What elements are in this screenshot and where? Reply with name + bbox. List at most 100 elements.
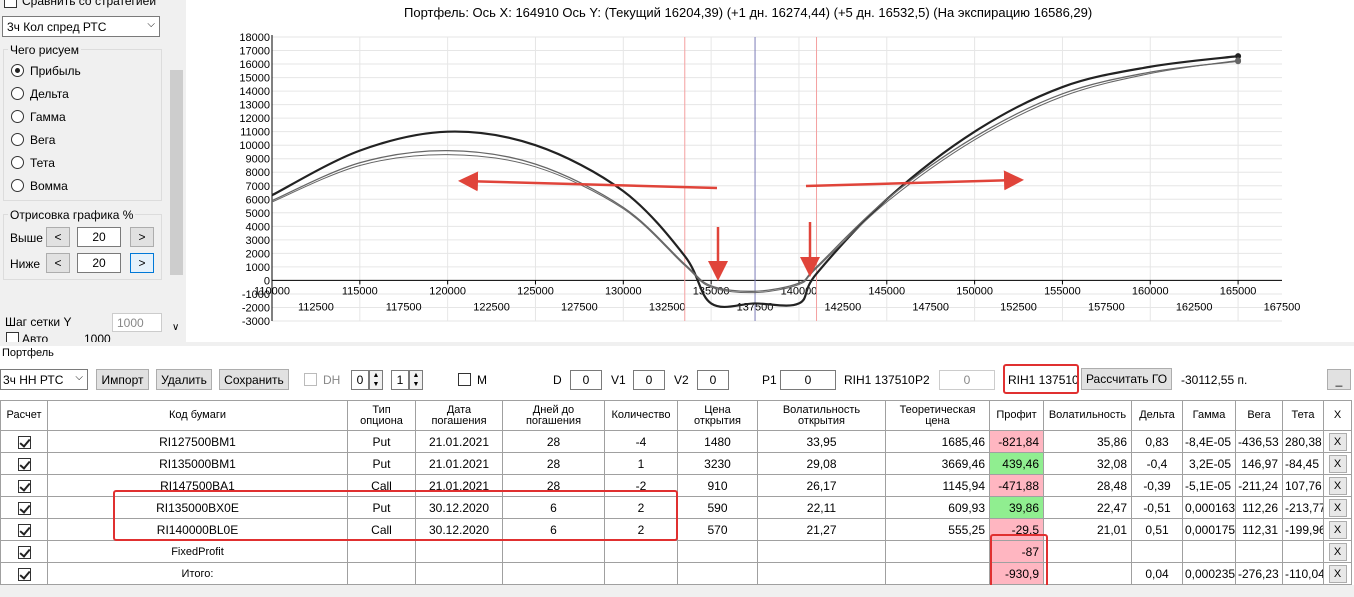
cell-theta[interactable]: -213,77 (1282, 496, 1324, 519)
cell-gamma[interactable] (1182, 540, 1236, 563)
cell-open-volatility[interactable]: 33,95 (757, 430, 886, 453)
cell-gamma[interactable]: 0,000175 (1182, 518, 1236, 541)
cell-days-to-expiry[interactable]: 28 (502, 452, 605, 475)
calc-checkbox[interactable] (17, 523, 31, 537)
v2-input[interactable]: 0 (697, 370, 729, 390)
cell-theoretical-price[interactable]: 609,93 (885, 496, 990, 519)
header-profit[interactable]: Профит (989, 400, 1044, 431)
cell-theta[interactable]: -84,45 (1282, 452, 1324, 475)
cell-days-to-expiry[interactable] (502, 562, 605, 585)
cell-profit[interactable]: -821,84 (989, 430, 1044, 453)
cell-days-to-expiry[interactable]: 28 (502, 430, 605, 453)
cell-vega[interactable]: 112,31 (1235, 518, 1283, 541)
cell-delta[interactable]: 0,51 (1131, 518, 1183, 541)
cell-volatility[interactable]: 21,01 (1043, 518, 1132, 541)
cell-gamma[interactable]: -5,1E-05 (1182, 474, 1236, 497)
cell-profit[interactable]: -471,88 (989, 474, 1044, 497)
cell-code[interactable]: RI135000BM1 (47, 452, 348, 475)
header-calc[interactable]: Расчет (0, 400, 48, 431)
fixed-profit-row[interactable]: FixedProfit -87 X (0, 540, 1352, 563)
header-gamma[interactable]: Гамма (1182, 400, 1236, 431)
cell-option-type[interactable]: Call (347, 518, 416, 541)
calc-cell[interactable] (0, 430, 48, 453)
cell-open-price[interactable]: 1480 (677, 430, 758, 453)
calc-checkbox[interactable] (17, 479, 31, 493)
cell-open-price[interactable]: 590 (677, 496, 758, 519)
cell-vega[interactable]: 146,97 (1235, 452, 1283, 475)
table-row[interactable]: RI135000BM1 Put 21.01.2021 28 1 3230 29,08 3669… (0, 452, 1352, 475)
calc-cell[interactable] (0, 540, 48, 563)
cell-open-volatility[interactable]: 29,08 (757, 452, 886, 475)
cell-theta[interactable]: -110,04 (1282, 562, 1324, 585)
scrollbar-thumb[interactable] (170, 70, 183, 275)
header-open-volatility[interactable]: Волатильность открытия (757, 400, 886, 431)
cell-open-price[interactable] (677, 562, 758, 585)
calc-checkbox[interactable] (17, 545, 31, 559)
cell-theta[interactable] (1282, 540, 1324, 563)
spin1-arrows[interactable]: ▲ ▼ (369, 370, 383, 390)
above-input[interactable]: 20 (77, 227, 121, 247)
header-code[interactable]: Код бумаги (47, 400, 348, 431)
m-checkbox[interactable] (458, 373, 471, 386)
remove-row-button[interactable]: X (1328, 432, 1347, 451)
remove-row-button[interactable]: X (1328, 564, 1347, 583)
cell-expiry-date[interactable]: 30.12.2020 (415, 496, 503, 519)
cell-quantity[interactable]: -4 (604, 430, 678, 453)
header-quantity[interactable]: Количество (604, 400, 678, 431)
ystep-input[interactable]: 1000 (112, 313, 162, 332)
remove-row-button[interactable]: X (1328, 476, 1347, 495)
total-row[interactable]: Итого: -930,9 0,04 0,000235 -276,23 -110,04 X (0, 562, 1352, 585)
cell-theoretical-price[interactable]: 3669,46 (885, 452, 990, 475)
cell-open-volatility[interactable]: 22,11 (757, 496, 886, 519)
header-expiry-date[interactable]: Дата погашения (415, 400, 503, 431)
left-scrollbar[interactable]: ∨ (168, 0, 185, 340)
table-row[interactable]: RI140000BL0E Call 30.12.2020 6 2 570 21,27 555,… (0, 518, 1352, 541)
splitter[interactable] (0, 342, 1354, 346)
cell-delta[interactable] (1131, 540, 1183, 563)
radio-vega[interactable] (11, 133, 24, 146)
cell-profit[interactable]: -930,9 (989, 562, 1044, 585)
cell-gamma[interactable]: -8,4E-05 (1182, 430, 1236, 453)
cell-gamma[interactable]: 3,2E-05 (1182, 452, 1236, 475)
table-row[interactable]: RI127500BM1 Put 21.01.2021 28 -4 1480 33,95 168… (0, 430, 1352, 453)
above-decrease-button[interactable]: < (46, 227, 70, 247)
cell-open-price[interactable] (677, 540, 758, 563)
cell-volatility[interactable] (1043, 540, 1132, 563)
spin1-input[interactable]: 0 (351, 370, 369, 390)
cell-volatility[interactable]: 22,47 (1043, 496, 1132, 519)
spin2-input[interactable]: 1 (391, 370, 409, 390)
dh-checkbox[interactable] (304, 373, 317, 386)
calc-cell[interactable] (0, 452, 48, 475)
calc-go-button[interactable]: Рассчитать ГО (1081, 368, 1172, 390)
cell-profit[interactable]: 439,46 (989, 452, 1044, 475)
cell-profit[interactable]: 39,86 (989, 496, 1044, 519)
p2-input[interactable]: 0 (939, 370, 995, 390)
cell-delta[interactable]: 0,04 (1131, 562, 1183, 585)
calc-checkbox[interactable] (17, 501, 31, 515)
cell-profit[interactable]: -87 (989, 540, 1044, 563)
v1-input[interactable]: 0 (633, 370, 665, 390)
cell-theoretical-price[interactable]: 1145,94 (885, 474, 990, 497)
cell-option-type[interactable]: Put (347, 452, 416, 475)
cell-open-volatility[interactable]: 21,27 (757, 518, 886, 541)
cell-code[interactable]: RI135000BX0E (47, 496, 348, 519)
below-increase-button[interactable]: > (130, 253, 154, 273)
radio-vomma[interactable] (11, 179, 24, 192)
save-button[interactable]: Сохранить (219, 369, 289, 390)
cell-delta[interactable]: -0,39 (1131, 474, 1183, 497)
cell-vega[interactable]: -211,24 (1235, 474, 1283, 497)
cell-volatility[interactable]: 32,08 (1043, 452, 1132, 475)
cell-theta[interactable]: 107,76 (1282, 474, 1324, 497)
calc-checkbox[interactable] (17, 567, 31, 581)
cell-theta[interactable]: 280,38 (1282, 430, 1324, 453)
minimize-button[interactable]: _ (1327, 369, 1351, 390)
cell-quantity[interactable]: 1 (604, 452, 678, 475)
below-decrease-button[interactable]: < (46, 253, 70, 273)
scroll-down-icon[interactable]: ∨ (172, 322, 180, 333)
header-x[interactable]: X (1323, 400, 1352, 431)
below-input[interactable]: 20 (77, 253, 121, 273)
cell-theta[interactable]: -199,96 (1282, 518, 1324, 541)
cell-vega[interactable]: 112,26 (1235, 496, 1283, 519)
cell-quantity[interactable] (604, 540, 678, 563)
remove-row-button[interactable]: X (1328, 498, 1347, 517)
